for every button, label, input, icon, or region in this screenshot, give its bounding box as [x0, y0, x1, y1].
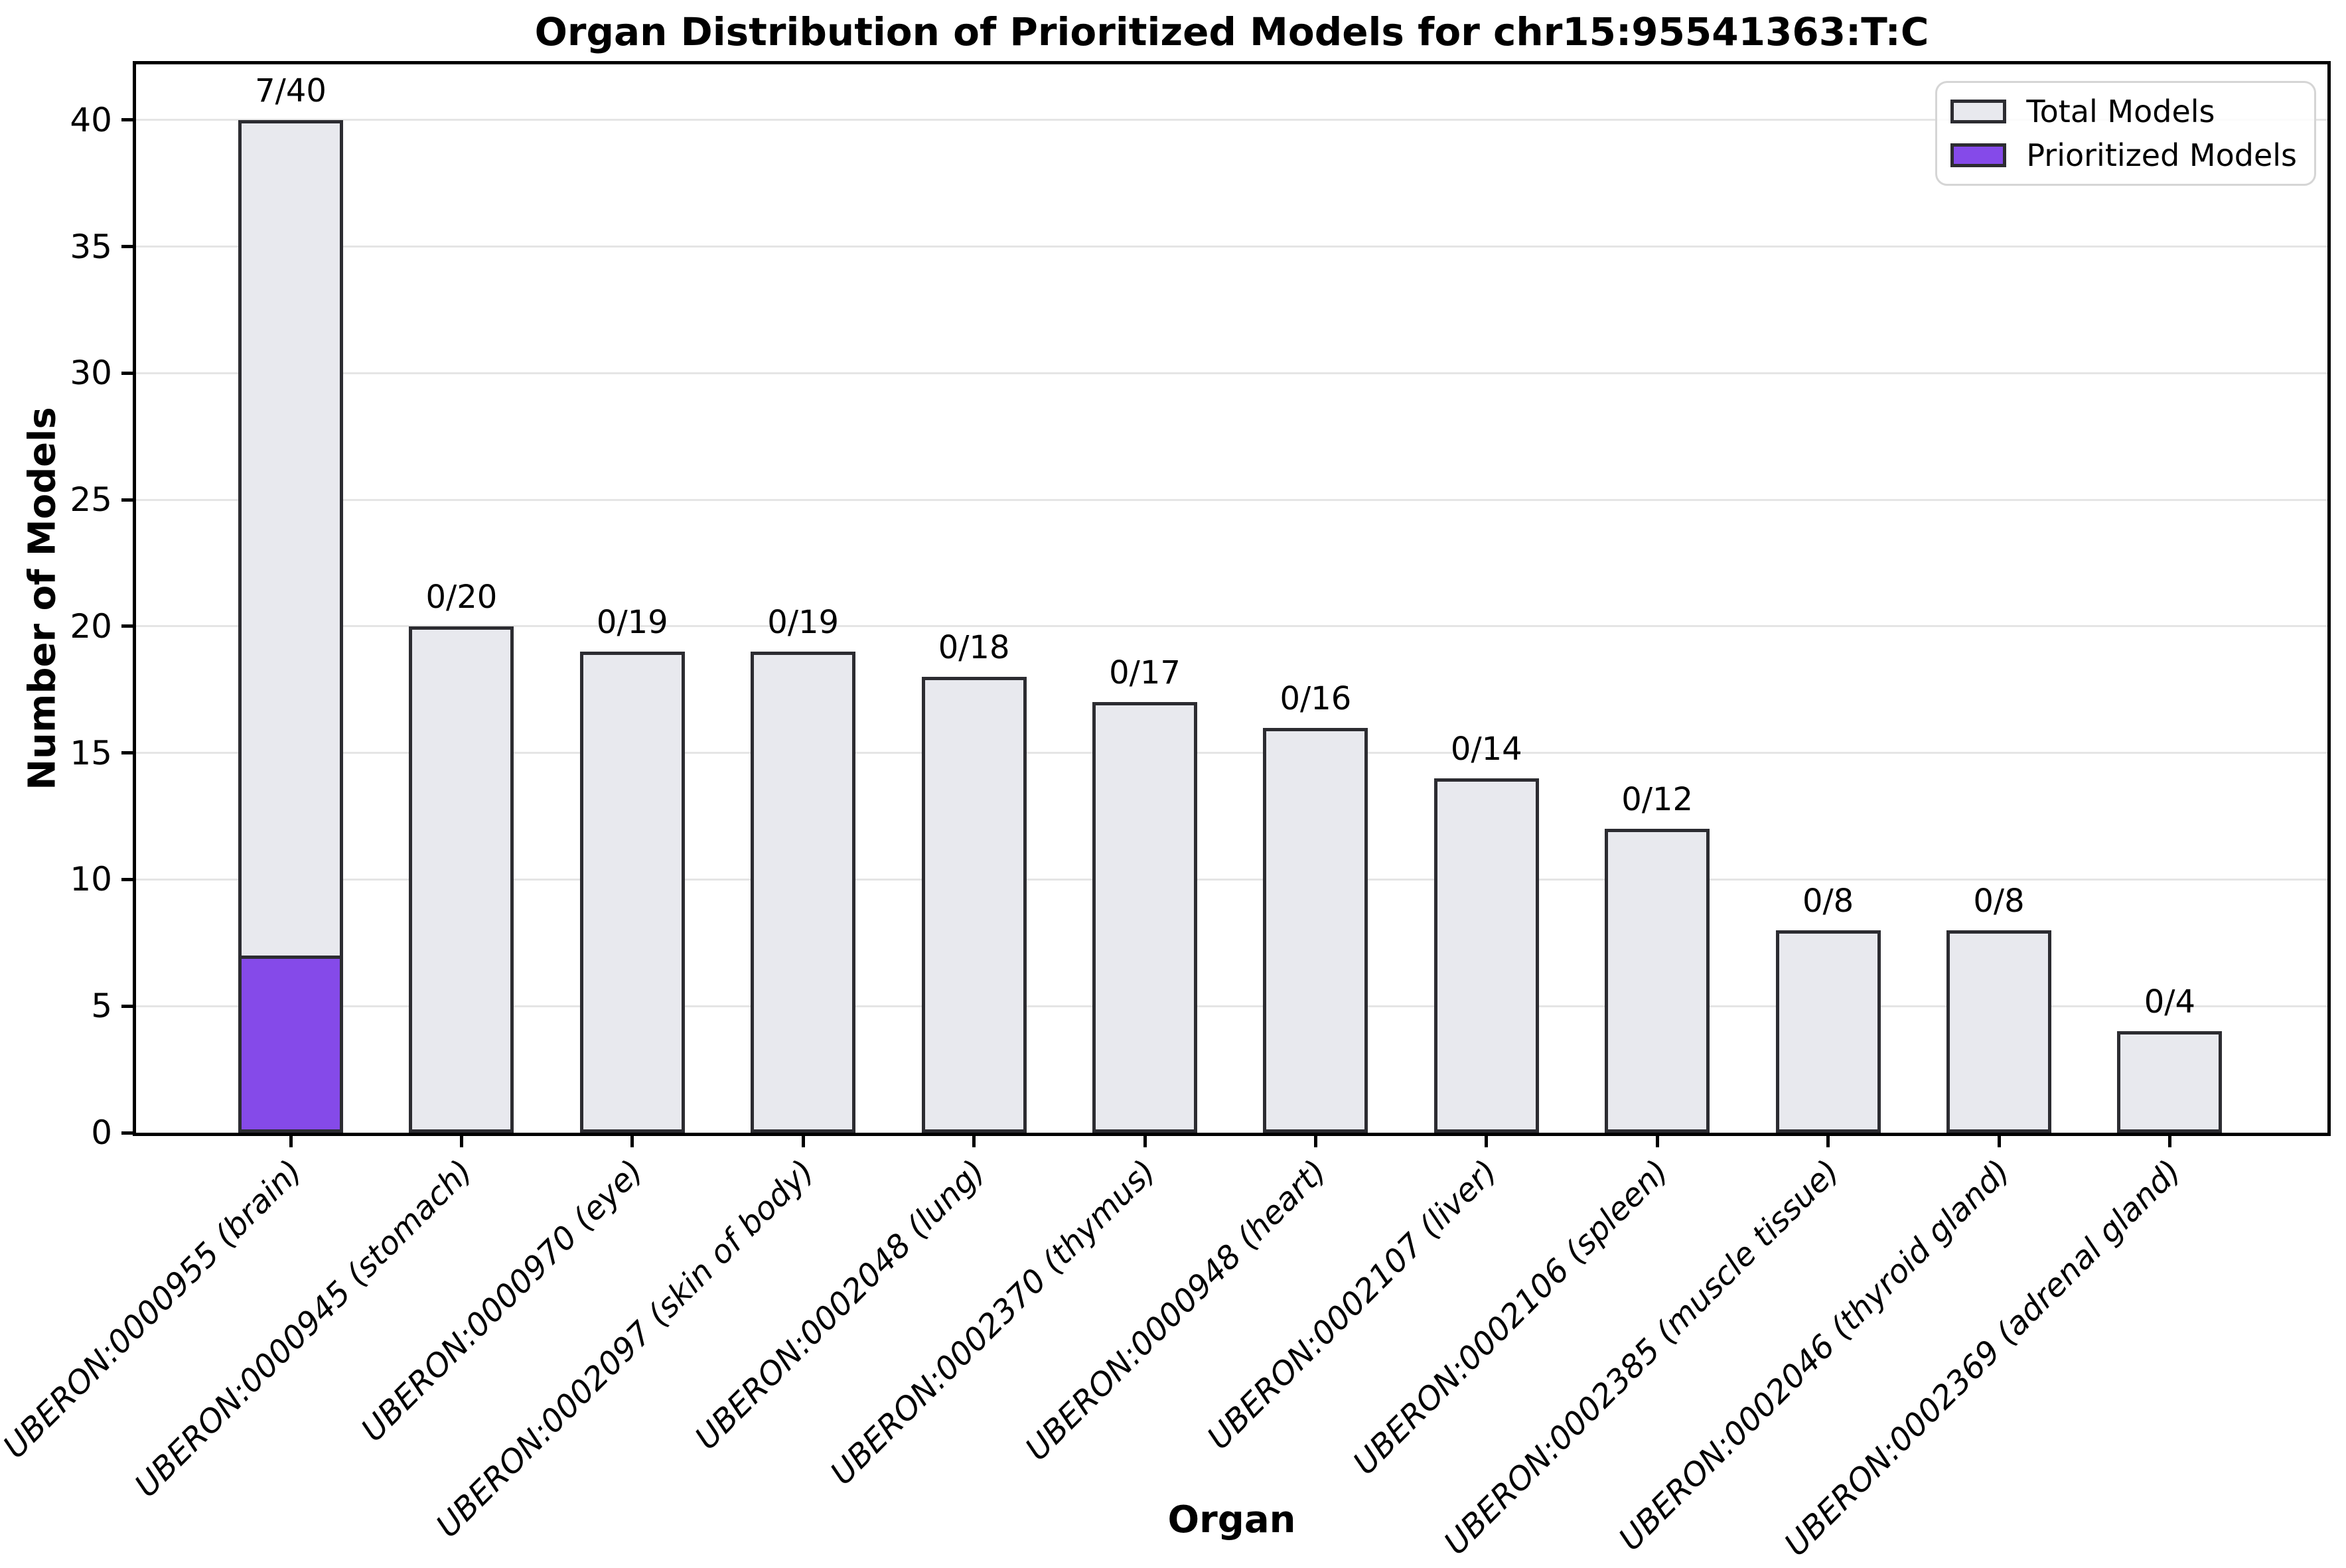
x-tick-mark-0: [289, 1133, 293, 1147]
bar-prioritized-0: [238, 955, 343, 1133]
x-tick-label-5: UBERON:0002370 (thymus): [823, 1153, 1163, 1492]
bar-label-8: 0/12: [1621, 781, 1694, 819]
bar-total-11: [2117, 1031, 2223, 1133]
gridline-y-20: [136, 625, 2327, 628]
gridline-y-15: [136, 752, 2327, 754]
gridline-y-10: [136, 878, 2327, 881]
bar-total-6: [1263, 727, 1368, 1133]
legend-entry-prioritized: Prioritized Models: [1950, 136, 2297, 175]
plot-area: Total Models Prioritized Models: [136, 64, 2327, 1133]
y-tick-label-5: 5: [91, 987, 112, 1026]
bar-total-7: [1433, 778, 1539, 1133]
bar-label-0: 7/40: [255, 72, 327, 109]
y-tick-label-35: 35: [70, 227, 112, 266]
bar-label-10: 0/8: [1973, 882, 2025, 920]
bar-total-2: [579, 652, 685, 1133]
legend-label-prioritized: Prioritized Models: [2026, 137, 2297, 173]
gridline-y-25: [136, 498, 2327, 501]
bar-total-8: [1605, 829, 1710, 1133]
x-tick-mark-11: [2167, 1133, 2171, 1147]
gridline-y-5: [136, 1005, 2327, 1007]
x-tick-label-4: UBERON:0002048 (lung): [688, 1153, 993, 1457]
chart-title: Organ Distribution of Prioritized Models…: [534, 9, 1929, 54]
x-tick-mark-4: [972, 1133, 976, 1147]
gridline-y-40: [136, 119, 2327, 121]
legend-swatch-prioritized: [1950, 143, 2007, 167]
y-tick-label-15: 15: [70, 733, 112, 772]
y-tick-label-0: 0: [91, 1113, 112, 1152]
legend-swatch-total: [1950, 100, 2007, 123]
x-tick-label-8: UBERON:0002106 (spleen): [1346, 1153, 1676, 1482]
x-tick-label-6: UBERON:0000948 (heart): [1018, 1153, 1334, 1468]
x-tick-mark-1: [459, 1133, 463, 1147]
bar-label-4: 0/18: [938, 629, 1010, 667]
y-tick-mark-25: [121, 498, 136, 502]
bar-total-9: [1775, 930, 1881, 1133]
y-tick-mark-5: [121, 1004, 136, 1008]
x-tick-mark-2: [630, 1133, 634, 1147]
bar-total-5: [1092, 702, 1197, 1133]
bar-total-1: [409, 626, 514, 1133]
x-tick-label-2: UBERON:0000970 (eye): [354, 1153, 651, 1449]
x-tick-mark-8: [1655, 1133, 1659, 1147]
legend-entry-total: Total Models: [1950, 92, 2297, 131]
x-tick-mark-10: [1997, 1133, 2001, 1147]
bar-label-3: 0/19: [767, 604, 840, 642]
x-tick-label-3: UBERON:0002097 (skin of body): [429, 1153, 822, 1545]
y-tick-label-40: 40: [70, 100, 112, 139]
bar-label-1: 0/20: [425, 578, 498, 616]
bar-label-6: 0/16: [1280, 679, 1352, 717]
y-tick-mark-20: [121, 624, 136, 628]
y-tick-mark-0: [121, 1131, 136, 1135]
x-tick-mark-3: [801, 1133, 805, 1147]
gridline-y-30: [136, 372, 2327, 374]
bar-label-2: 0/19: [596, 604, 668, 642]
y-tick-mark-10: [121, 877, 136, 881]
x-tick-mark-6: [1313, 1133, 1317, 1147]
y-tick-label-10: 10: [70, 860, 112, 899]
gridline-y-35: [136, 246, 2327, 248]
y-tick-mark-40: [121, 118, 136, 122]
x-tick-label-10: UBERON:0002046 (thyroid gland): [1611, 1153, 2017, 1558]
y-tick-mark-30: [121, 371, 136, 375]
x-tick-label-1: UBERON:0000945 (stomach): [127, 1153, 480, 1505]
x-tick-label-0: UBERON:0000955 (brain): [0, 1153, 309, 1466]
x-axis-label: Organ: [1167, 1498, 1296, 1541]
x-tick-label-7: UBERON:0002107 (liver): [1200, 1153, 1505, 1457]
bar-total-4: [921, 677, 1027, 1133]
legend: Total Models Prioritized Models: [1935, 81, 2316, 186]
bar-total-10: [1946, 930, 2051, 1133]
legend-label-total: Total Models: [2026, 94, 2215, 129]
x-tick-mark-5: [1143, 1133, 1147, 1147]
bar-label-11: 0/4: [2144, 983, 2196, 1021]
y-tick-label-20: 20: [70, 606, 112, 646]
x-tick-mark-9: [1826, 1133, 1830, 1147]
y-tick-mark-15: [121, 751, 136, 755]
y-axis-label: Number of Models: [21, 407, 64, 790]
y-tick-mark-35: [121, 245, 136, 249]
y-tick-label-30: 30: [70, 354, 112, 393]
bar-label-5: 0/17: [1109, 654, 1181, 692]
x-tick-mark-7: [1485, 1133, 1489, 1147]
x-tick-label-11: UBERON:0002369 (adrenal gland): [1777, 1153, 2188, 1564]
y-tick-label-25: 25: [70, 480, 112, 520]
bar-label-7: 0/14: [1450, 730, 1522, 768]
bar-label-9: 0/8: [1802, 882, 1854, 920]
bar-total-3: [751, 652, 856, 1133]
